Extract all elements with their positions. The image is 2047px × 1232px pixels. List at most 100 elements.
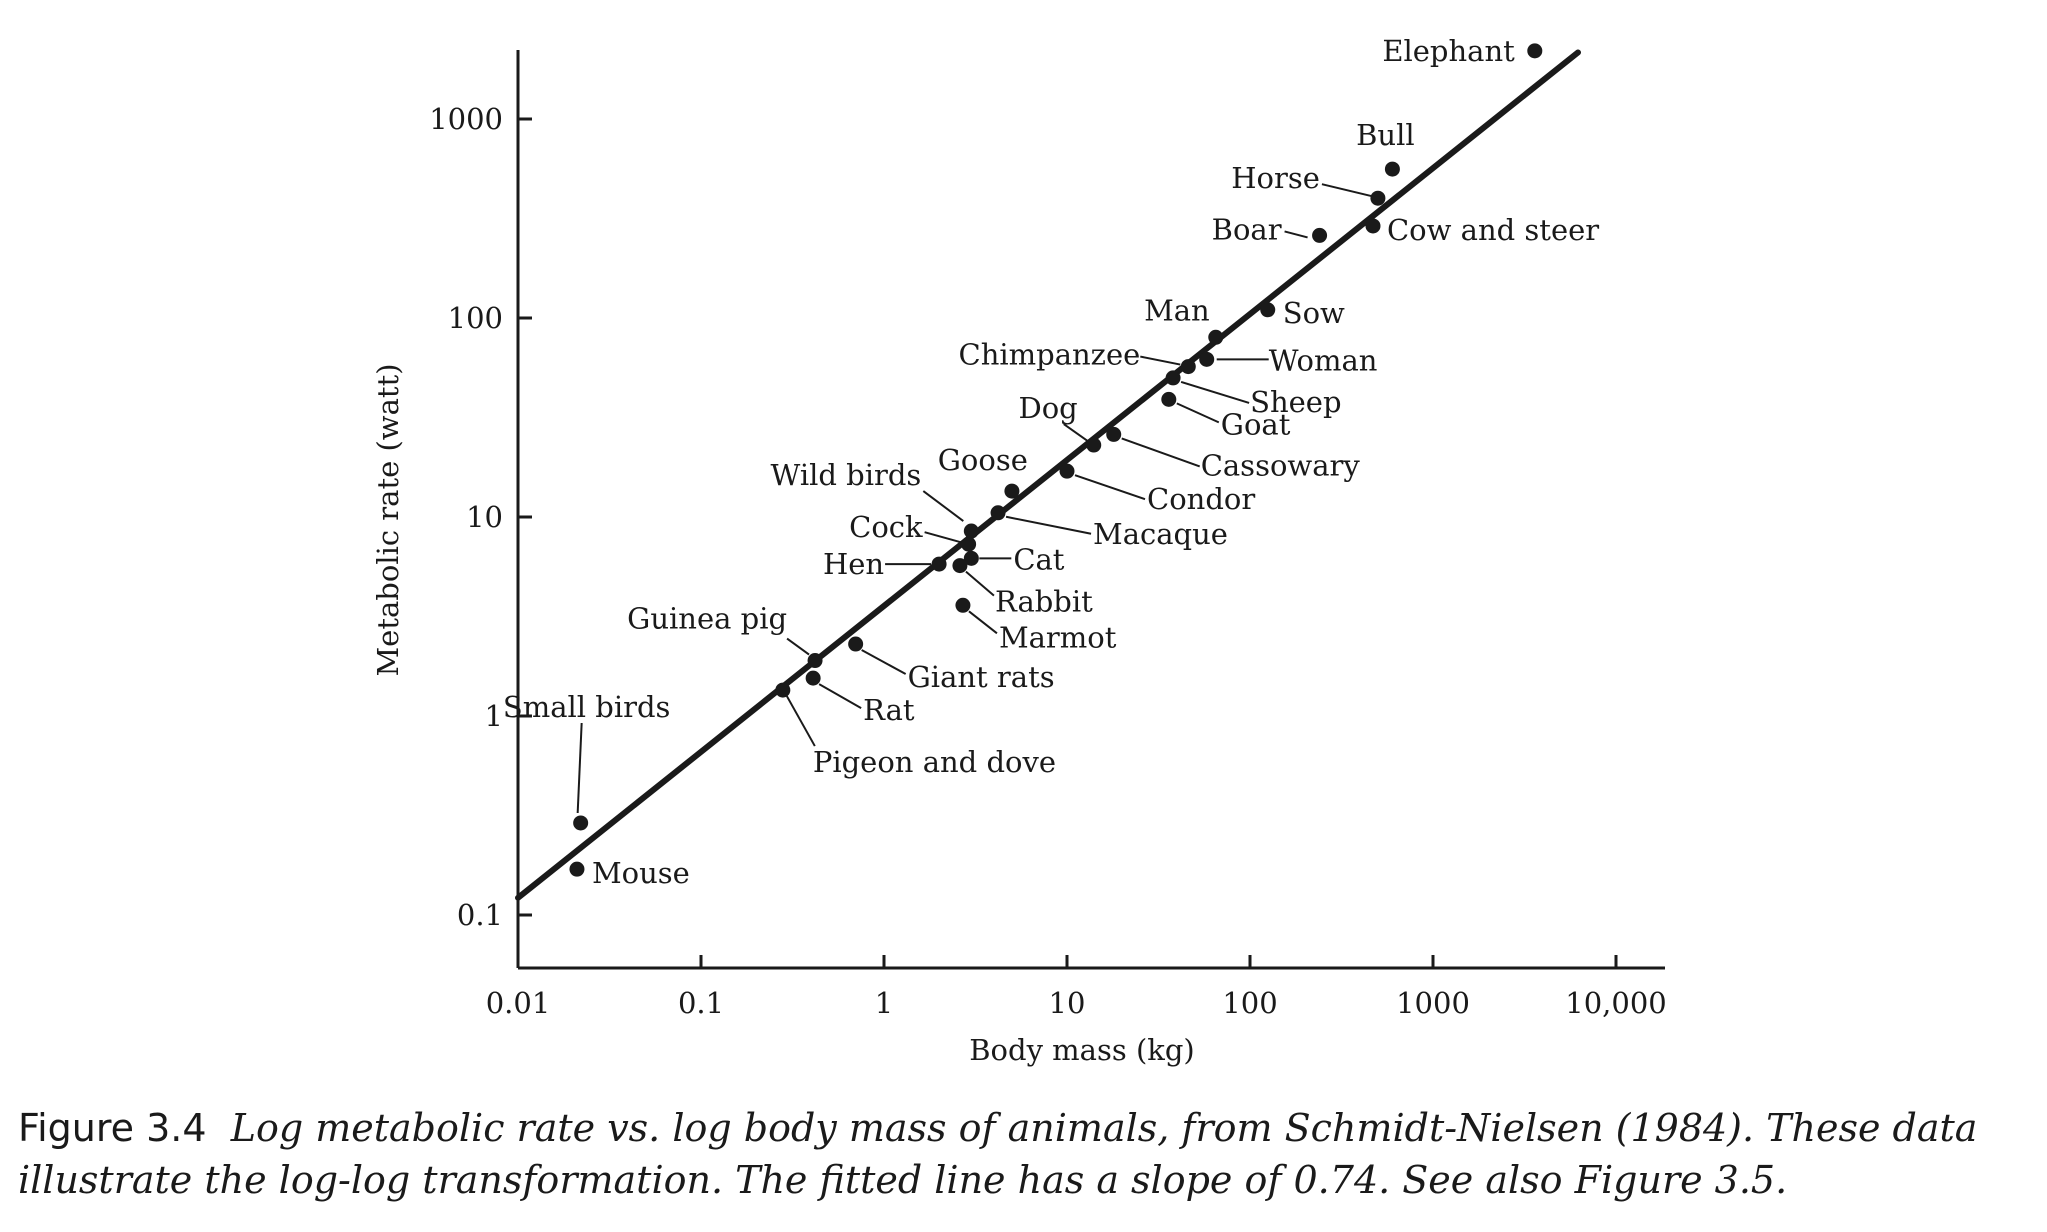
point-rat: Rat xyxy=(805,670,915,727)
point-small-birds: Small birds xyxy=(503,690,671,831)
point-cow-and-steer: Cow and steer xyxy=(1365,213,1599,247)
leader-line xyxy=(968,610,998,635)
point-label: Giant rats xyxy=(908,660,1055,694)
point-label: Boar xyxy=(1212,212,1282,246)
x-ticks: 0.01 0.1 1 10 100 1000 10,000 xyxy=(486,955,1667,1020)
axes xyxy=(516,50,1665,970)
leader-line xyxy=(1180,380,1250,404)
y-tick-label: 1 xyxy=(485,699,503,733)
point-label: Marmot xyxy=(999,620,1117,654)
data-point xyxy=(955,597,971,613)
y-axis-title: Metabolic rate (watt) xyxy=(371,363,405,676)
point-label: Woman xyxy=(1269,343,1378,377)
leader-line xyxy=(1005,515,1092,535)
data-point xyxy=(963,523,979,539)
data-point xyxy=(1260,302,1276,318)
point-horse: Horse xyxy=(1231,161,1386,206)
leader-line xyxy=(1284,230,1308,239)
point-giant-rats: Giant rats xyxy=(848,636,1055,694)
data-point xyxy=(1004,483,1020,499)
fitted-line xyxy=(515,49,1582,901)
data-point xyxy=(805,670,821,686)
data-point xyxy=(1086,437,1102,453)
y-tick-label: 10 xyxy=(466,500,503,534)
point-label: Elephant xyxy=(1382,34,1515,68)
point-label: Rat xyxy=(863,693,915,727)
leader-line xyxy=(1140,355,1181,366)
point-boar: Boar xyxy=(1212,212,1328,246)
point-label: Mouse xyxy=(592,856,690,890)
data-point xyxy=(807,653,823,669)
data-point xyxy=(990,505,1006,521)
x-tick-label: 1000 xyxy=(1396,986,1470,1020)
point-marmot: Marmot xyxy=(955,597,1117,654)
data-point xyxy=(1208,329,1224,345)
data-point xyxy=(848,636,864,652)
figure-caption: Figure 3.4 Log metabolic rate vs. log bo… xyxy=(18,1102,2028,1206)
leader-line xyxy=(922,490,964,522)
point-sheep: Sheep xyxy=(1165,370,1342,419)
point-label: Sow xyxy=(1283,296,1345,330)
data-point xyxy=(775,682,791,698)
leader-line xyxy=(924,531,961,544)
point-label: Hen xyxy=(823,547,884,581)
point-label: Small birds xyxy=(503,690,671,724)
caption-label: Figure 3.4 xyxy=(18,1106,207,1150)
point-label: Goat xyxy=(1221,407,1291,441)
data-point xyxy=(1180,359,1196,375)
point-macaque: Macaque xyxy=(990,505,1228,551)
point-dog: Dog xyxy=(1018,391,1102,453)
point-label: Bull xyxy=(1356,118,1415,152)
point-goose: Goose xyxy=(938,443,1028,499)
data-point xyxy=(1370,190,1386,206)
point-cock: Cock xyxy=(849,510,977,552)
point-wild-birds: Wild birds xyxy=(771,458,979,539)
x-tick-label: 1 xyxy=(875,986,893,1020)
point-label: Cat xyxy=(1013,542,1064,576)
data-point xyxy=(1199,351,1215,367)
point-label: Cock xyxy=(849,510,923,544)
point-label: Macaque xyxy=(1093,517,1228,551)
point-condor: Condor xyxy=(1059,463,1255,516)
caption-text: Log metabolic rate vs. log body mass of … xyxy=(18,1106,1978,1202)
point-cat: Cat xyxy=(963,542,1065,576)
point-guinea-pig: Guinea pig xyxy=(627,602,823,669)
data-point xyxy=(1527,43,1543,59)
point-cassowary: Cassowary xyxy=(1106,426,1360,482)
leader-line xyxy=(1176,402,1220,424)
point-chimpanzee: Chimpanzee xyxy=(959,338,1196,375)
data-point xyxy=(1161,391,1177,407)
point-man: Man xyxy=(1144,293,1224,345)
point-pigeon-and-dove: Pigeon and dove xyxy=(775,682,1056,779)
point-bull: Bull xyxy=(1356,118,1415,177)
x-tick-label: 100 xyxy=(1222,986,1277,1020)
x-axis-title: Body mass (kg) xyxy=(969,1033,1194,1067)
point-label: Chimpanzee xyxy=(959,338,1141,372)
y-ticks: 0.1 1 10 100 1000 xyxy=(429,102,532,932)
point-label: Dog xyxy=(1018,391,1077,425)
point-rabbit: Rabbit xyxy=(952,558,1093,619)
data-points: Elephant Bull Horse Cow and steer Boar Sow Man… xyxy=(503,34,1599,890)
leader-line xyxy=(786,637,810,656)
point-hen: Hen xyxy=(823,547,947,581)
data-point xyxy=(963,550,979,566)
leader-line xyxy=(861,649,907,675)
data-point xyxy=(1365,218,1381,234)
point-sow: Sow xyxy=(1260,296,1345,330)
metabolic-rate-chart: 0.01 0.1 1 10 100 1000 10,000 0.1 1 10 100 1000 El… xyxy=(371,34,1667,1067)
point-woman: Woman xyxy=(1199,343,1377,377)
point-elephant: Elephant xyxy=(1382,34,1543,68)
point-mouse: Mouse xyxy=(569,856,690,890)
leader-line xyxy=(1063,423,1089,442)
y-tick-label: 100 xyxy=(448,301,503,335)
y-tick-label: 1000 xyxy=(429,102,503,136)
point-label: Man xyxy=(1144,293,1210,327)
leader-line xyxy=(1121,437,1201,468)
leader-line xyxy=(965,570,995,597)
data-point xyxy=(573,815,589,831)
data-point xyxy=(952,558,968,574)
x-tick-label: 10,000 xyxy=(1565,986,1666,1020)
leader-line xyxy=(576,722,583,814)
x-tick-label: 10 xyxy=(1049,986,1086,1020)
point-label: Cow and steer xyxy=(1387,213,1599,247)
